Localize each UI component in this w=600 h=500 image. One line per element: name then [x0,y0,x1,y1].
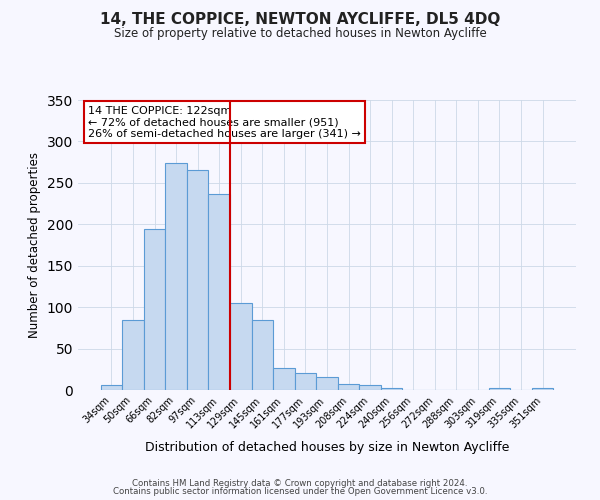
Text: 14, THE COPPICE, NEWTON AYCLIFFE, DL5 4DQ: 14, THE COPPICE, NEWTON AYCLIFFE, DL5 4D… [100,12,500,28]
Text: Contains HM Land Registry data © Crown copyright and database right 2024.: Contains HM Land Registry data © Crown c… [132,478,468,488]
Text: Contains public sector information licensed under the Open Government Licence v3: Contains public sector information licen… [113,487,487,496]
Bar [208,194,230,390]
Bar [144,230,166,390]
Bar [230,303,251,390]
Bar [251,320,273,390]
Text: Size of property relative to detached houses in Newton Aycliffe: Size of property relative to detached ho… [113,28,487,40]
Bar [532,388,553,390]
Bar [338,384,359,390]
Bar [166,163,187,390]
Y-axis label: Number of detached properties: Number of detached properties [28,152,41,338]
Bar [273,368,295,390]
Bar [359,385,381,390]
Bar [187,170,208,390]
Bar [316,376,338,390]
Text: 14 THE COPPICE: 122sqm
← 72% of detached houses are smaller (951)
26% of semi-de: 14 THE COPPICE: 122sqm ← 72% of detached… [88,106,361,139]
Bar [381,388,403,390]
Bar [488,388,510,390]
X-axis label: Distribution of detached houses by size in Newton Aycliffe: Distribution of detached houses by size … [145,441,509,454]
Bar [101,385,122,390]
Bar [295,374,316,390]
Bar [122,320,144,390]
